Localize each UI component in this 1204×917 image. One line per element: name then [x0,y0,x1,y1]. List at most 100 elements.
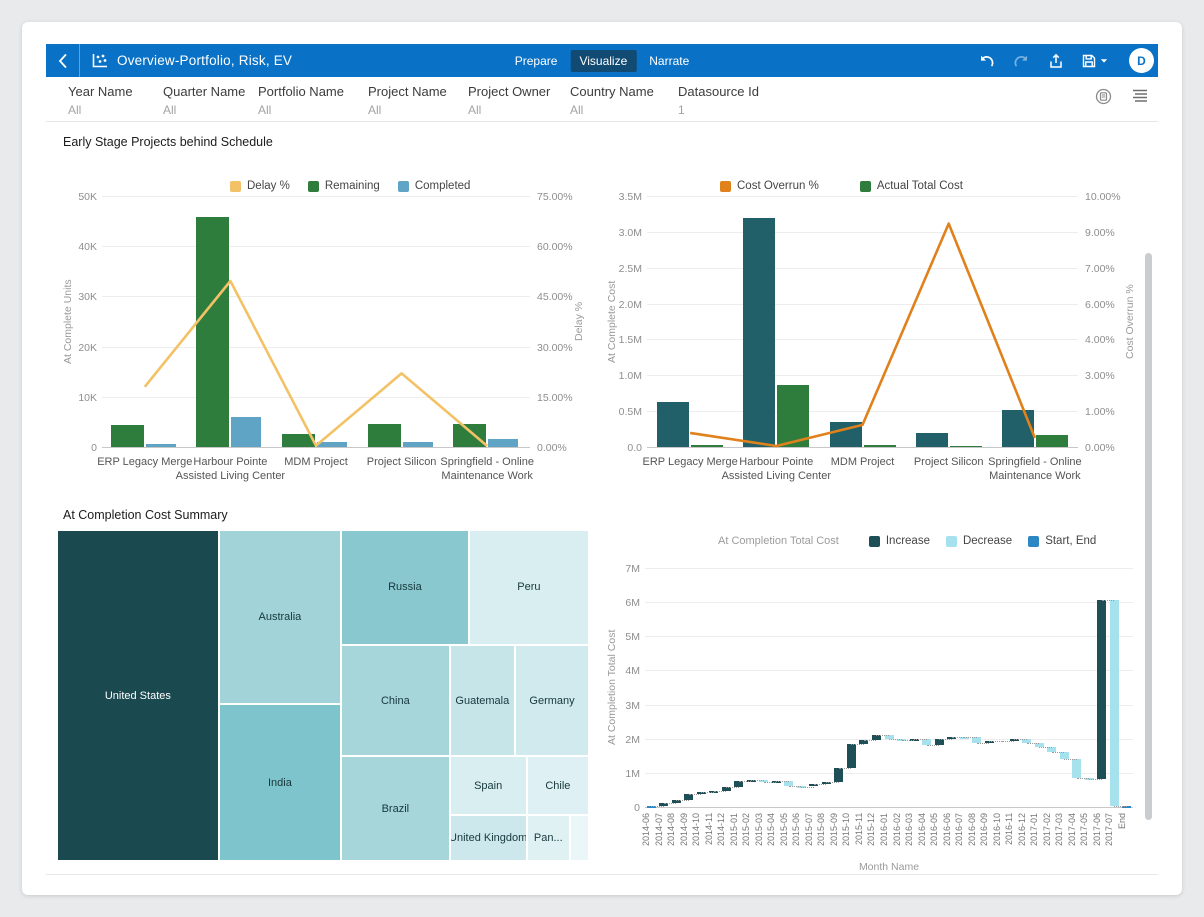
waterfall-bar-decrease[interactable] [1022,739,1032,743]
waterfall-bar-increase[interactable] [809,784,819,787]
waterfall-bar-increase[interactable] [984,741,994,744]
bar-at-complete-cost[interactable] [915,432,948,447]
legend-item-decrease[interactable]: Decrease [945,535,1012,547]
waterfall-bar-decrease[interactable] [1059,751,1069,759]
legend-item-delay-[interactable]: Delay % [230,180,290,192]
treemap-tile-russia[interactable]: Russia [341,530,469,645]
waterfall-bar-increase[interactable] [1009,739,1019,742]
treemap-tile-chile[interactable]: Chile [526,756,589,815]
filter-project-owner[interactable]: Project Owner All [468,84,550,117]
waterfall-x-tick: 2015-07 [803,813,814,847]
redo-button[interactable] [1011,51,1031,71]
treemap-tile-china[interactable]: China [341,644,450,757]
waterfall-x-tick: 2015-01 [728,813,739,847]
bar-remaining[interactable] [453,423,487,447]
bar-actual-total-cost[interactable] [777,384,810,447]
treemap-tile-germany[interactable]: Germany [515,644,589,757]
back-button[interactable] [46,44,80,77]
bar-remaining[interactable] [110,424,144,447]
bar-at-complete-cost[interactable] [657,401,690,447]
filter-quarter-name[interactable]: Quarter Name All [163,84,245,117]
tab-visualize[interactable]: Visualize [570,49,637,72]
waterfall-bar-increase[interactable] [859,739,869,744]
undo-button[interactable] [976,51,996,71]
tab-prepare[interactable]: Prepare [514,53,558,68]
waterfall-bar-increase[interactable] [709,790,719,793]
filter-portfolio-name[interactable]: Portfolio Name All [258,84,344,117]
tab-narrate[interactable]: Narrate [649,53,690,68]
bar-at-complete-cost[interactable] [1001,409,1034,447]
bar-completed[interactable] [231,416,262,447]
waterfall-bar-increase[interactable] [947,736,957,739]
waterfall-bar-end[interactable] [1122,805,1132,808]
waterfall-bar-decrease[interactable] [884,734,894,739]
waterfall-bar-increase[interactable] [934,738,944,745]
waterfall-bar-increase[interactable] [909,739,919,742]
waterfall-bar-increase[interactable] [821,782,831,785]
waterfall-bar-increase[interactable] [659,802,669,806]
treemap-tile-australia[interactable]: Australia [218,530,342,705]
treemap-tile-spain[interactable]: Spain [449,756,527,815]
bar-actual-total-cost[interactable] [949,446,982,447]
legend-item-actual-total-cost[interactable]: Actual Total Cost [859,180,963,192]
waterfall-bar-increase[interactable] [746,780,756,783]
waterfall-bar-decrease[interactable] [922,739,932,745]
bar-completed[interactable] [488,438,519,447]
waterfall-bar-increase[interactable] [846,743,856,768]
waterfall-bar-decrease[interactable] [1034,742,1044,747]
legend-item-cost-overrun-[interactable]: Cost Overrun % [720,180,819,192]
filter-country-name[interactable]: Country Name All [570,84,654,117]
cost-overrun--line[interactable] [647,196,1078,448]
waterfall-bar-increase[interactable] [834,767,844,783]
treemap-tile-brazil[interactable]: Brazil [341,756,450,861]
waterfall-bar-decrease[interactable] [784,780,794,786]
canvas-menu-button[interactable] [1130,86,1150,106]
treemap-tile-unlabeled[interactable] [569,814,589,861]
treemap-tile-united-states[interactable]: United States [57,530,219,861]
waterfall-bar-decrease[interactable] [1072,758,1082,779]
user-avatar[interactable]: D [1129,48,1154,73]
filter-datasource-id[interactable]: Datasource Id 1 [678,84,759,117]
bar-completed[interactable] [317,441,347,447]
bar-remaining[interactable] [282,433,315,447]
waterfall-bar-increase[interactable] [1097,600,1107,779]
waterfall-bar-increase[interactable] [671,800,681,803]
treemap-tile-pan-[interactable]: Pan... [526,814,570,861]
filter-project-name[interactable]: Project Name All [368,84,447,117]
treemap-tile-united-kingdom[interactable]: United Kingdom [449,814,527,861]
legend-item-remaining[interactable]: Remaining [307,180,380,192]
waterfall-bar-decrease[interactable] [1047,746,1057,752]
vertical-scrollbar[interactable] [1145,253,1152,820]
filter-settings-button[interactable] [1093,86,1113,106]
treemap-tile-india[interactable]: India [218,704,342,861]
bar-actual-total-cost[interactable] [1035,434,1068,447]
bar-completed[interactable] [145,444,176,447]
waterfall-bar-decrease[interactable] [972,737,982,744]
waterfall-bar-increase[interactable] [734,780,744,787]
bar-remaining[interactable] [367,423,401,447]
waterfall-bar-decrease[interactable] [759,780,769,783]
waterfall-bar-increase[interactable] [696,791,706,795]
waterfall-bar-start[interactable] [646,805,656,808]
delay--line[interactable] [102,196,530,447]
waterfall-bar-increase[interactable] [721,786,731,791]
waterfall-bar-increase[interactable] [871,734,881,740]
legend-item-start-end[interactable]: Start, End [1028,535,1096,547]
legend-item-increase[interactable]: Increase [868,535,930,547]
bar-actual-total-cost[interactable] [691,445,724,447]
share-button[interactable] [1046,51,1066,71]
filter-year-name[interactable]: Year Name All [68,84,133,117]
bar-remaining[interactable] [196,217,230,447]
bar-at-complete-cost[interactable] [743,218,776,447]
save-button[interactable] [1081,53,1108,69]
bar-completed[interactable] [402,441,433,447]
waterfall-bar-decrease[interactable] [1109,600,1119,806]
waterfall-bar-decrease[interactable] [897,738,906,741]
treemap-tile-guatemala[interactable]: Guatemala [449,644,516,757]
bar-actual-total-cost[interactable] [863,444,896,447]
waterfall-x-tick: 2015-11 [853,813,864,846]
waterfall-bar-increase[interactable] [684,794,694,801]
treemap-tile-peru[interactable]: Peru [468,530,589,645]
legend-item-completed[interactable]: Completed [397,180,470,192]
waterfall-bar-increase[interactable] [771,780,781,783]
